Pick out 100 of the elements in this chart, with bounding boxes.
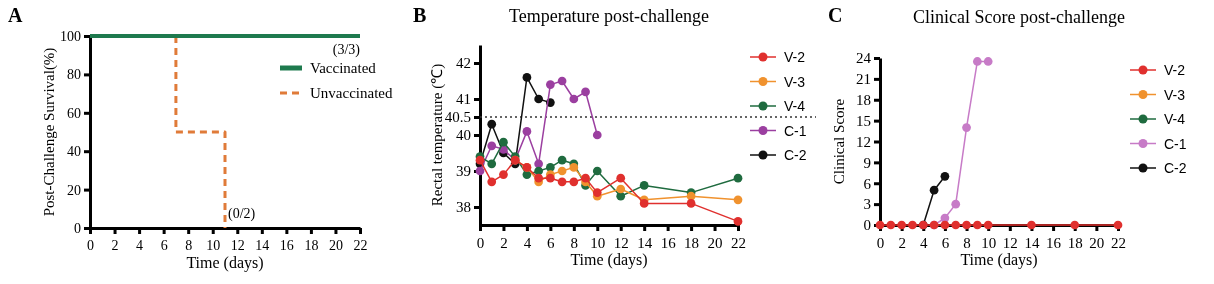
point	[487, 141, 497, 151]
point	[639, 181, 649, 190]
point	[545, 173, 555, 183]
annotation: (0/2)	[228, 206, 256, 222]
point	[534, 94, 544, 104]
y-tick-label: 20	[67, 182, 81, 198]
y-tick-label: 9	[863, 154, 871, 171]
point	[929, 185, 939, 195]
x-axis-title: Time (days)	[570, 251, 648, 269]
point	[616, 173, 626, 183]
y-tick-label: 80	[67, 67, 81, 83]
point	[951, 199, 961, 209]
chart-title: Clinical Score post-challenge	[913, 7, 1125, 27]
x-tick-label: 12	[230, 237, 245, 253]
point	[592, 188, 602, 197]
legend-label: V-2	[784, 49, 806, 65]
x-tick-label: 10	[590, 234, 606, 251]
x-tick-label: 14	[637, 234, 653, 251]
y-tick-label: 39	[456, 163, 471, 180]
point	[616, 184, 626, 194]
point	[545, 163, 555, 172]
x-tick-label: 16	[1046, 234, 1062, 251]
point	[733, 195, 743, 205]
point	[592, 130, 602, 140]
x-tick-label: 8	[963, 234, 971, 251]
point	[557, 177, 567, 187]
legend-label: Vaccinated	[310, 60, 377, 76]
point	[1027, 220, 1036, 230]
point	[908, 220, 917, 230]
point	[897, 220, 907, 230]
legend-label: C-2	[784, 147, 807, 163]
x-tick-label: 10	[981, 234, 997, 251]
legend-label: V-2	[1164, 62, 1186, 78]
text: C	[828, 4, 843, 26]
x-tick-label: 10	[206, 237, 221, 253]
y-tick-label: 60	[67, 105, 81, 121]
x-tick-label: 4	[136, 237, 144, 253]
x-tick-label: 2	[111, 237, 119, 253]
point	[733, 217, 743, 226]
legend-label: V-3	[1164, 86, 1186, 103]
point	[475, 166, 485, 176]
legend-label: V-4	[784, 98, 806, 114]
point	[972, 220, 982, 230]
point	[639, 199, 649, 208]
y-tick-label: 3	[863, 196, 871, 213]
y-tick-label: 12	[856, 133, 871, 150]
chart-title: Temperature post-challenge	[508, 6, 710, 26]
y-axis-title: Rectal temperature (℃)	[429, 63, 446, 207]
y-tick-label: 40	[456, 127, 471, 144]
x-tick-label: 20	[707, 234, 723, 251]
point	[592, 166, 602, 176]
x-tick-label: 2	[898, 234, 906, 251]
point	[940, 171, 950, 181]
x-tick-label: 0	[876, 234, 885, 251]
y-axis-title: Clinical Score	[831, 98, 847, 185]
x-tick-label: 2	[500, 234, 508, 251]
y-tick-label: 40	[67, 144, 81, 160]
x-axis-title: Time (days)	[186, 254, 264, 272]
point	[962, 123, 971, 132]
x-tick-label: 12	[1002, 234, 1018, 251]
point	[557, 166, 567, 176]
x-tick-label: 6	[547, 234, 556, 251]
point	[487, 159, 497, 169]
text: A	[8, 4, 23, 26]
point	[545, 80, 555, 89]
x-tick-label: 20	[328, 237, 343, 253]
point	[534, 159, 544, 169]
x-tick-label: 22	[731, 234, 746, 251]
x-tick-label: 18	[684, 234, 700, 251]
point	[686, 199, 696, 208]
point	[581, 173, 590, 183]
point	[886, 220, 896, 230]
y-tick-label: 15	[856, 112, 871, 129]
point	[569, 94, 579, 104]
point	[499, 137, 508, 147]
x-tick-label: 16	[279, 237, 294, 253]
point	[557, 155, 567, 165]
x-tick-label: 22	[353, 237, 368, 253]
y-tick-label: 100	[60, 28, 81, 44]
x-tick-label: 6	[941, 234, 950, 251]
x-tick-label: 6	[160, 237, 168, 253]
point	[534, 173, 544, 183]
y-tick-label: 42	[456, 55, 471, 72]
text: B	[413, 4, 427, 26]
point	[983, 220, 993, 230]
x-tick-label: 14	[255, 237, 270, 253]
point	[581, 87, 590, 97]
point	[962, 220, 971, 230]
point	[951, 220, 961, 230]
point	[499, 170, 508, 179]
x-axis-title: Time (days)	[960, 251, 1038, 269]
point	[1070, 220, 1080, 230]
x-tick-label: 8	[570, 234, 579, 251]
y-tick-label: 18	[856, 92, 871, 109]
y-tick-label: 40.5	[444, 109, 471, 126]
point	[487, 119, 497, 129]
y-tick-label: 0	[74, 220, 81, 236]
y-tick-label: 0	[863, 217, 871, 234]
point	[940, 220, 950, 230]
x-tick-label: 4	[920, 234, 929, 251]
